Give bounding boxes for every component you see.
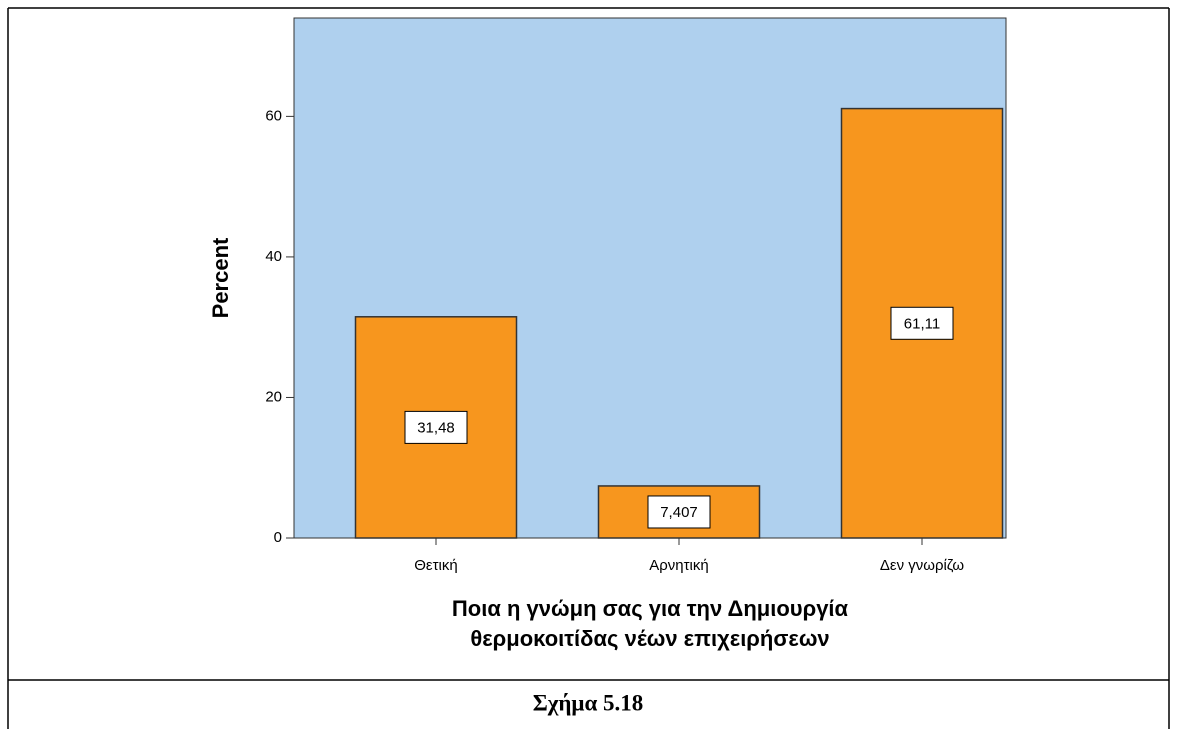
x-tick-label: Θετική (414, 557, 457, 574)
y-tick-label: 0 (274, 529, 282, 546)
x-axis-title: θερμοκοιτίδας νέων επιχειρήσεων (470, 626, 829, 651)
y-tick-label: 20 (265, 388, 282, 405)
x-axis-title: Ποια η γνώμη σας για την Δημιουργία (452, 596, 849, 621)
caption: Σχήμα 5.18 (533, 690, 644, 715)
x-tick-label: Αρνητική (649, 557, 708, 574)
value-label-box (404, 410, 468, 444)
y-axis-title: Percent (208, 237, 233, 318)
x-tick-label: Δεν γνωρίζω (880, 557, 965, 574)
value-label: 61,11 (904, 315, 940, 332)
y-tick-label: 40 (265, 248, 282, 265)
y-tick-label: 60 (265, 107, 282, 124)
value-label: 31,48 (417, 419, 455, 436)
value-label: 7,407 (660, 504, 698, 521)
value-label-box (647, 495, 711, 529)
value-label-box (890, 306, 954, 340)
